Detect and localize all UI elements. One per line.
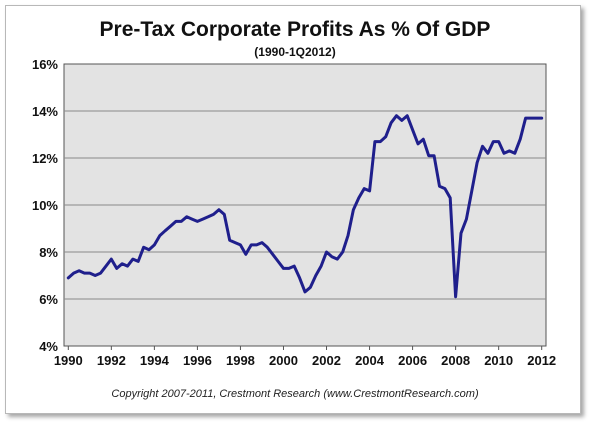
x-tick-label: 1996 [183, 353, 212, 368]
x-tick-label: 1994 [140, 353, 170, 368]
x-tick-label: 1990 [54, 353, 83, 368]
gridlines [64, 110, 546, 300]
x-tick-label: 2010 [484, 353, 513, 368]
profit-series-line [66, 114, 544, 299]
y-tick-label: 14% [32, 104, 58, 119]
y-tick-label: 8% [39, 245, 58, 260]
x-tick-label: 2008 [441, 353, 470, 368]
y-tick-label: 16% [32, 57, 58, 72]
x-tick-label: 2002 [312, 353, 341, 368]
chart-subtitle: (1990-1Q2012) [254, 45, 336, 59]
y-tick-label: 10% [32, 198, 58, 213]
y-tick-label: 6% [39, 292, 58, 307]
chart-title: Pre-Tax Corporate Profits As % Of GDP [99, 18, 491, 41]
x-axis-ticks: 1990 1992 1994 1996 1998 2000 2002 2004 2006 2008… [54, 346, 556, 368]
y-tick-label: 4% [39, 339, 58, 354]
y-tick-label: 12% [32, 151, 58, 166]
x-tick-label: 2004 [355, 353, 385, 368]
x-tick-label: 2012 [527, 353, 556, 368]
x-tick-label: 1998 [226, 353, 255, 368]
copyright-note: Copyright 2007-2011, Crestmont Research … [111, 388, 479, 400]
x-tick-label: 2000 [269, 353, 298, 368]
x-tick-label: 1992 [97, 353, 126, 368]
y-axis-ticks: 4% 6% 8% 10% 12% 14% 16% [32, 57, 58, 354]
x-tick-label: 2006 [398, 353, 427, 368]
